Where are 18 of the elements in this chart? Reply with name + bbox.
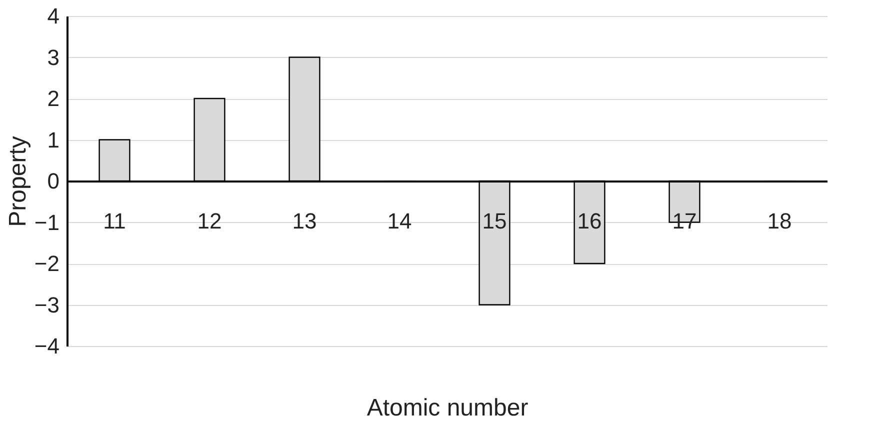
y-tick-label: −4 <box>34 334 60 358</box>
y-tick-label: 1 <box>47 127 60 152</box>
y-tick-label: 3 <box>47 44 60 70</box>
x-tick-label: 13 <box>292 208 317 234</box>
x-axis-title: Atomic number <box>366 394 528 422</box>
x-tick-label: 12 <box>197 208 222 234</box>
y-tick-label: 2 <box>47 86 60 111</box>
x-tick-label: 14 <box>387 208 412 234</box>
x-tick-label: 18 <box>767 208 792 234</box>
x-tick-label: 15 <box>482 208 507 234</box>
x-tick-label: 16 <box>577 208 602 234</box>
y-tick-label: −2 <box>34 251 60 276</box>
x-tick-label: 11 <box>103 208 126 234</box>
y-tick-label: −3 <box>34 292 60 318</box>
y-tick-label: 0 <box>47 168 60 194</box>
y-tick-label: −1 <box>34 210 60 235</box>
y-axis-title: Property <box>4 136 32 227</box>
y-tick-label: 4 <box>47 4 60 28</box>
